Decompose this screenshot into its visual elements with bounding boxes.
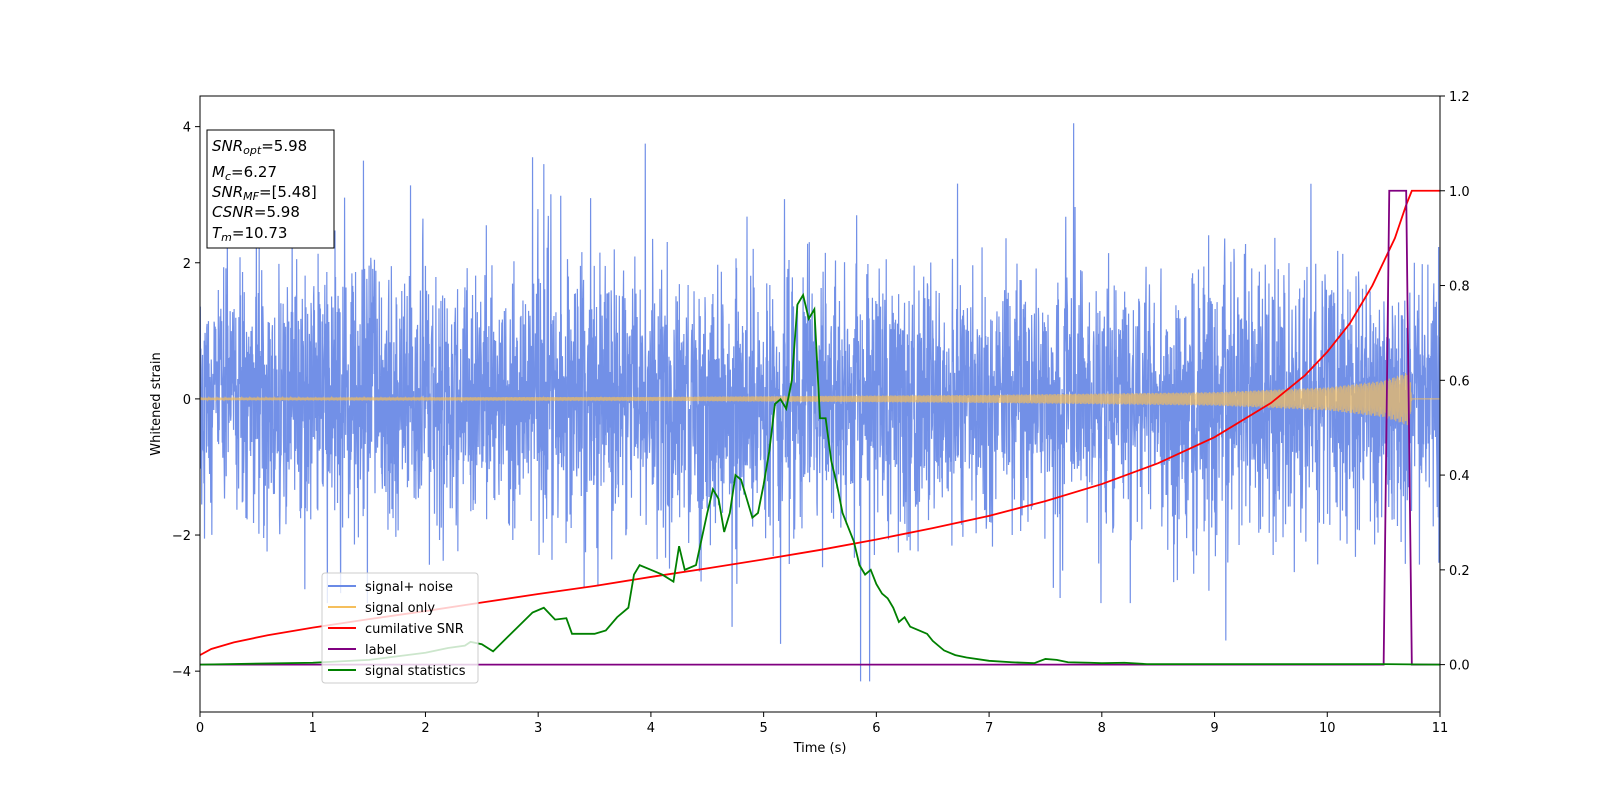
x-tick-label: 3 — [534, 721, 542, 736]
y2-tick-label: 0.2 — [1449, 564, 1470, 579]
y-tick-label: 0 — [183, 393, 191, 408]
x-tick-label: 2 — [421, 721, 429, 736]
legend-label: cumilative SNR — [365, 622, 464, 637]
y-tick-label: −4 — [172, 665, 191, 680]
x-axis-ticks: 0 1 2 3 4 5 6 7 8 9 10 11 — [196, 712, 1448, 736]
y2-tick-label: 0.0 — [1449, 659, 1470, 674]
x-axis-label: Time (s) — [793, 741, 847, 756]
y2-tick-label: 1.2 — [1449, 90, 1470, 105]
x-tick-label: 6 — [872, 721, 880, 736]
x-tick-label: 0 — [196, 721, 204, 736]
legend-frame — [321, 572, 479, 684]
annotation-line: CSNR=5.98 — [212, 203, 300, 221]
y-tick-label: 4 — [183, 121, 191, 136]
annotation-line: SNRMF=[5.48] — [212, 183, 317, 203]
series-line-signal-statistics — [200, 292, 1440, 666]
series-line-signal-noise — [200, 123, 1440, 682]
x-tick-label: 5 — [759, 721, 767, 736]
annotation-line: Tm=10.73 — [212, 224, 287, 244]
y-tick-label: −2 — [172, 529, 191, 544]
x-tick-label: 11 — [1432, 721, 1449, 736]
x-tick-label: 9 — [1210, 721, 1218, 736]
x-tick-label: 1 — [309, 721, 317, 736]
y-axis-ticks: −4 −2 0 2 4 — [172, 121, 200, 680]
y2-tick-label: 0.6 — [1449, 374, 1470, 389]
legend-label: signal statistics — [365, 664, 466, 679]
x-tick-label: 8 — [1098, 721, 1106, 736]
y-tick-label: 2 — [183, 257, 191, 272]
x-tick-label: 10 — [1319, 721, 1336, 736]
y2-tick-label: 0.4 — [1449, 469, 1470, 484]
annotation-line: SNRopt=5.98 — [212, 137, 307, 157]
series-layer — [200, 123, 1440, 682]
x-tick-label: 7 — [985, 721, 993, 736]
legend-label: signal only — [365, 601, 435, 616]
annotation-line: Mc=6.27 — [212, 163, 277, 183]
legend: signal+ noise signal only cumilative SNR la… — [321, 572, 479, 684]
y2-tick-label: 0.8 — [1449, 280, 1470, 295]
y2-tick-label: 1.0 — [1449, 185, 1470, 200]
y2-axis-ticks: 0.0 0.2 0.4 0.6 0.8 1.0 1.2 — [1440, 90, 1470, 674]
legend-label: label — [365, 643, 396, 658]
x-tick-label: 4 — [647, 721, 655, 736]
y-axis-label: Whitened strain — [149, 352, 164, 455]
axes-frame — [199, 95, 1441, 713]
series-line-signal-only — [200, 372, 1440, 426]
legend-label: signal+ noise — [365, 580, 453, 595]
annotation-frame — [206, 129, 335, 249]
